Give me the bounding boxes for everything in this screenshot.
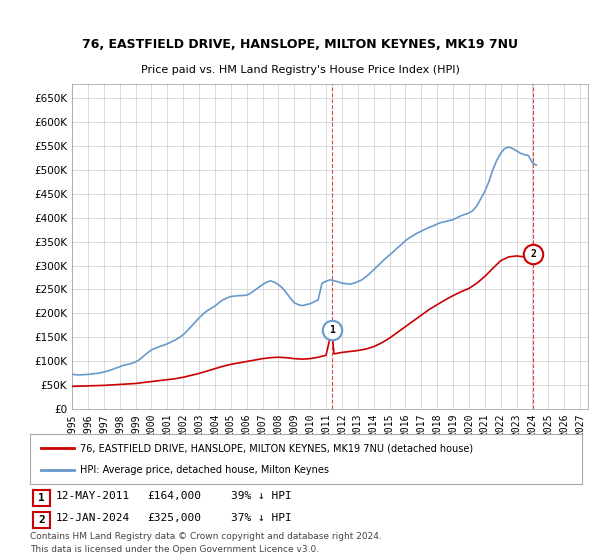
Text: Contains HM Land Registry data © Crown copyright and database right 2024.: Contains HM Land Registry data © Crown c… (30, 532, 382, 541)
Text: 2: 2 (530, 249, 536, 259)
Text: £164,000: £164,000 (147, 491, 201, 501)
Text: HPI: Average price, detached house, Milton Keynes: HPI: Average price, detached house, Milt… (80, 465, 329, 475)
Text: 37% ↓ HPI: 37% ↓ HPI (231, 513, 292, 523)
Text: 12-MAY-2011: 12-MAY-2011 (56, 491, 130, 501)
Text: 39% ↓ HPI: 39% ↓ HPI (231, 491, 292, 501)
Text: This data is licensed under the Open Government Licence v3.0.: This data is licensed under the Open Gov… (30, 545, 319, 554)
Text: £325,000: £325,000 (147, 513, 201, 523)
Text: Price paid vs. HM Land Registry's House Price Index (HPI): Price paid vs. HM Land Registry's House … (140, 65, 460, 75)
Text: 1: 1 (329, 325, 335, 335)
Text: 1: 1 (38, 493, 45, 503)
Text: 76, EASTFIELD DRIVE, HANSLOPE, MILTON KEYNES, MK19 7NU (detached house): 76, EASTFIELD DRIVE, HANSLOPE, MILTON KE… (80, 443, 473, 453)
Text: 2: 2 (38, 515, 45, 525)
Text: 12-JAN-2024: 12-JAN-2024 (56, 513, 130, 523)
Text: 76, EASTFIELD DRIVE, HANSLOPE, MILTON KEYNES, MK19 7NU: 76, EASTFIELD DRIVE, HANSLOPE, MILTON KE… (82, 38, 518, 52)
